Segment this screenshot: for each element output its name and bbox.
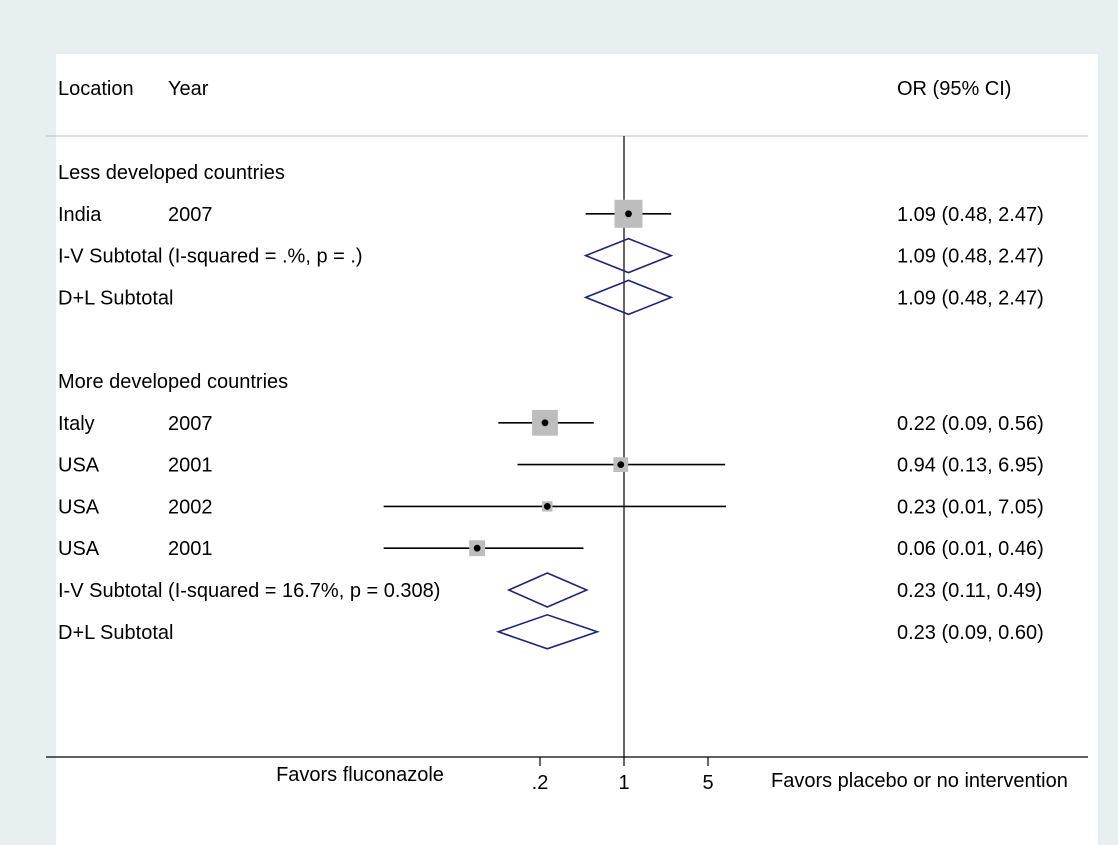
study-year: 2001 bbox=[168, 455, 213, 477]
point-estimate bbox=[473, 544, 481, 552]
study-location: India bbox=[58, 204, 102, 226]
group-label: More developed countries bbox=[58, 371, 288, 393]
point-estimate bbox=[543, 503, 551, 510]
plot-panel bbox=[56, 54, 1098, 845]
x-axis-left-label: Favors fluconazole bbox=[276, 764, 444, 786]
subtotal-or-ci: 1.09 (0.48, 2.47) bbox=[897, 287, 1044, 309]
subtotal-label: I-V Subtotal (I-squared = .%, p = .) bbox=[58, 246, 363, 268]
subtotal-or-ci: 0.23 (0.11, 0.49) bbox=[897, 580, 1042, 602]
study-year: 2007 bbox=[168, 413, 213, 435]
forest-rows: Less developed countries India 2007 1.09 (0… bbox=[58, 162, 1044, 650]
header-location: Location bbox=[58, 78, 134, 100]
subtotal-diamond bbox=[495, 613, 600, 650]
subtotal-diamond bbox=[583, 279, 674, 316]
study-or-ci: 0.06 (0.01, 0.46) bbox=[897, 538, 1044, 560]
subtotal-label: D+L Subtotal bbox=[58, 622, 173, 644]
point-estimate bbox=[625, 210, 632, 218]
point-estimate bbox=[617, 461, 625, 468]
x-axis-right-label: Favors placebo or no intervention bbox=[771, 770, 1068, 792]
study-location: Italy bbox=[58, 413, 95, 435]
study-or-ci: 0.94 (0.13, 6.95) bbox=[897, 455, 1044, 477]
study-or-ci: 0.23 (0.01, 7.05) bbox=[897, 496, 1044, 518]
header-estimate: OR (95% CI) bbox=[897, 78, 1011, 100]
x-tick-label: 5 bbox=[702, 772, 713, 794]
subtotal-diamond bbox=[506, 572, 589, 608]
study-location: USA bbox=[58, 455, 100, 477]
study-location: USA bbox=[58, 538, 100, 560]
plot-area bbox=[10, 10, 1108, 845]
study-location: USA bbox=[58, 496, 100, 518]
subtotal-diamond bbox=[583, 237, 674, 274]
study-or-ci: 1.09 (0.48, 2.47) bbox=[897, 204, 1044, 226]
x-tick-label: .2 bbox=[532, 772, 549, 794]
subtotal-label: I-V Subtotal (I-squared = 16.7%, p = 0.3… bbox=[58, 580, 440, 602]
group-label: Less developed countries bbox=[58, 162, 285, 184]
x-axis-ticks: .2 1 5 bbox=[532, 757, 714, 794]
header-year: Year bbox=[168, 78, 209, 100]
subtotal-or-ci: 0.23 (0.09, 0.60) bbox=[897, 622, 1044, 644]
subtotal-label: D+L Subtotal bbox=[58, 287, 173, 309]
study-or-ci: 0.22 (0.09, 0.56) bbox=[897, 413, 1044, 435]
study-year: 2001 bbox=[168, 538, 213, 560]
point-estimate bbox=[541, 419, 549, 427]
x-tick-label: 1 bbox=[618, 772, 629, 794]
study-year: 2002 bbox=[168, 496, 213, 518]
study-year: 2007 bbox=[168, 204, 213, 226]
subtotal-or-ci: 1.09 (0.48, 2.47) bbox=[897, 246, 1044, 268]
